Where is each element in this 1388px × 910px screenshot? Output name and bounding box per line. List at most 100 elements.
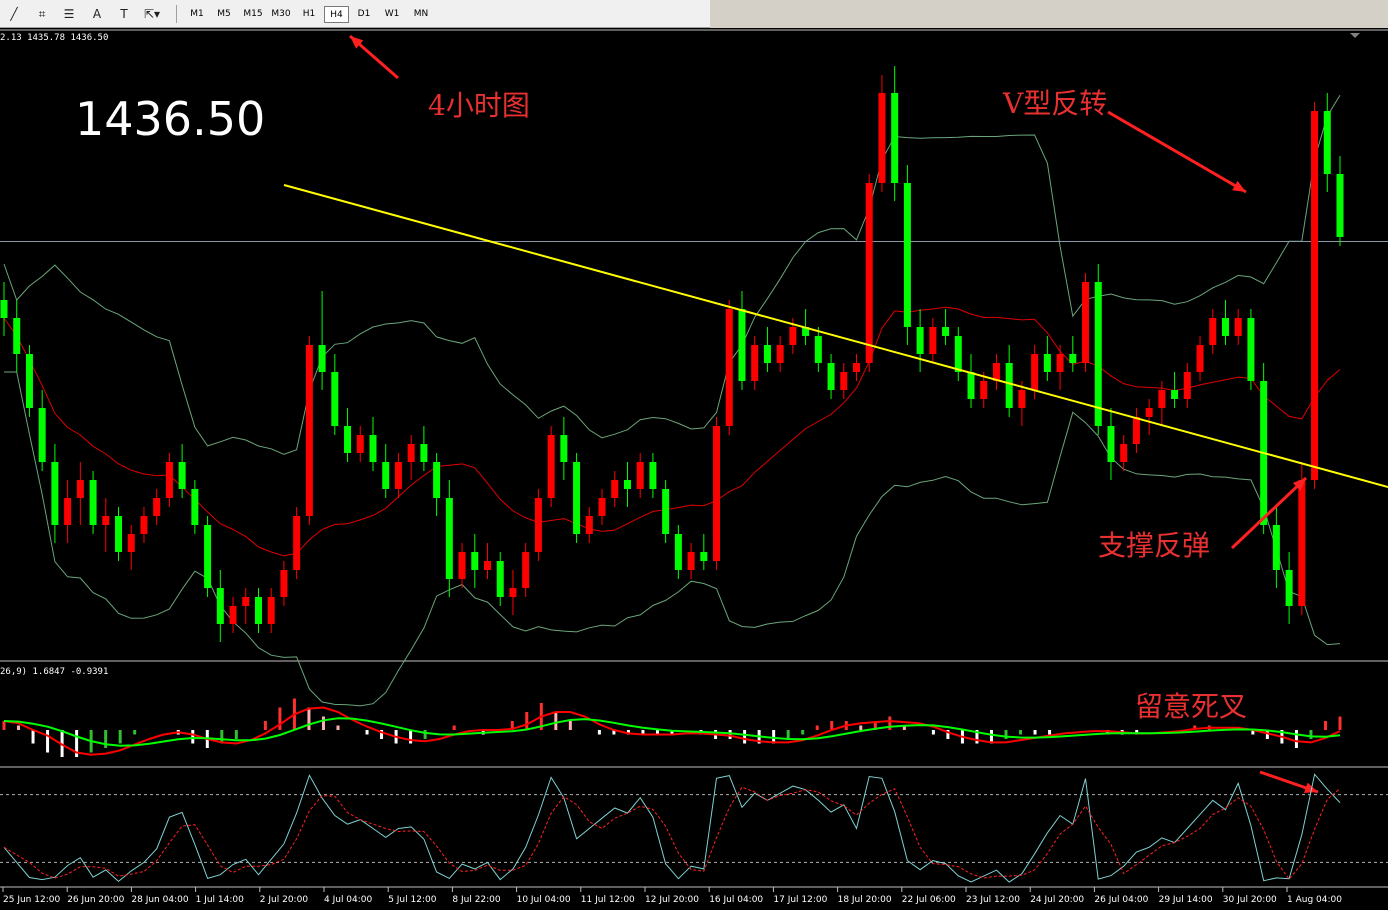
candle [522,543,530,597]
candle [1120,435,1128,471]
candle [865,174,873,372]
candle-body [1069,354,1077,363]
support-arrow-icon [1230,476,1308,550]
candle-body [662,489,670,534]
toolbar-separator [176,5,177,23]
arrow-head [1292,478,1306,491]
arrows-tool-icon[interactable]: ⇱▾ [143,7,161,21]
candle [229,597,237,633]
candle-body [509,588,517,597]
arrow-head [350,36,364,49]
candle-body [840,372,848,390]
candle-body [1298,480,1306,606]
candle-body [13,318,21,354]
ohlc-readout: 2.13 1435.78 1436.50 [0,33,109,43]
time-tick-label: 26 Jun 20:00 [67,895,124,905]
candle [89,471,97,534]
candle [1336,156,1344,246]
candle [102,498,110,552]
candle-body [1018,390,1026,408]
timeframe-m1-button[interactable]: M1 [190,9,204,19]
candle [763,327,771,372]
arrow-shaft [1107,110,1247,194]
candle [204,516,212,597]
v-reversal-annotation: V型反转 [1003,87,1108,120]
candle [738,291,746,390]
timeframe-m5-button[interactable]: M5 [217,9,231,19]
candle [1069,336,1077,372]
candle-body [382,462,390,489]
descending-trendline [283,184,1388,488]
candle-body [1311,111,1319,480]
support-bounce-annotation: 支撑反弹 [1098,529,1211,562]
candle [700,534,708,570]
candle [356,426,364,462]
hline-tool-icon[interactable]: ⌗ [38,7,46,21]
candle [242,588,250,624]
candle [1285,552,1293,624]
candle-body [229,606,237,624]
candle-body [165,462,173,498]
candle [878,75,886,192]
candle [827,354,835,399]
candle-body [573,462,581,534]
candle-body [1031,354,1039,390]
timeframe-d1-button[interactable]: D1 [357,9,371,19]
candle-body [1336,174,1344,237]
line-tool-icon[interactable]: ╱ [10,7,18,21]
time-tick-label: 1 Jul 14:00 [196,895,245,905]
candle-body [204,525,212,588]
candle [687,543,695,579]
candle-body [814,336,822,363]
text-tool-icon[interactable]: A [92,7,102,21]
candle [1056,345,1064,390]
bollinger-lower-band [4,371,1341,707]
candle [331,354,339,435]
candle-body [267,597,275,624]
time-tick-label: 16 Jul 04:00 [709,895,763,905]
timeframe-m15-button[interactable]: M15 [243,9,263,19]
candle-body [674,534,682,570]
candle-body [1247,318,1255,381]
candle-body [751,345,759,381]
timeframe-m30-button[interactable]: M30 [271,9,291,19]
reversal-arrow-icon [1107,110,1247,194]
timeframe-h1-button[interactable]: H1 [302,9,316,19]
time-tick-label: 11 Jul 12:00 [581,895,635,905]
candle [344,408,352,462]
timeframe-h4-button[interactable]: H4 [324,6,349,23]
candle [369,417,377,471]
candle [662,480,670,543]
candle [509,570,517,615]
timeframe-mn-button[interactable]: MN [413,9,429,19]
candle [776,336,784,372]
candle-body [700,552,708,561]
candle [573,453,581,543]
candle-body [649,462,657,489]
candle-body [318,345,326,372]
label-tool-icon[interactable]: T [120,7,128,21]
candle-body [1107,426,1115,462]
candle-body [585,516,593,534]
time-tick-label: 22 Jul 06:00 [902,895,956,905]
candle [420,426,428,471]
candle [623,462,631,507]
candle [0,282,8,336]
toolbar: ╱ ⌗ ☰ A T ⇱▾ M1 M5 M15 M30 H1 H4 D1 W1 MN [0,0,1388,28]
timeframe-w1-button[interactable]: W1 [384,9,400,19]
candle [115,507,123,561]
candle-body [713,426,721,561]
candle [1018,381,1026,426]
candle-body [331,372,339,426]
candle-body [191,489,199,525]
candle-body [738,309,746,381]
candle [25,345,33,417]
candle [1171,372,1179,408]
candle [153,489,161,525]
candle-body [0,300,8,318]
time-tick-label: 12 Jul 20:00 [645,895,699,905]
candle-body [153,498,161,516]
candle-body [127,534,135,552]
fibo-tool-icon[interactable]: ☰ [63,7,75,21]
